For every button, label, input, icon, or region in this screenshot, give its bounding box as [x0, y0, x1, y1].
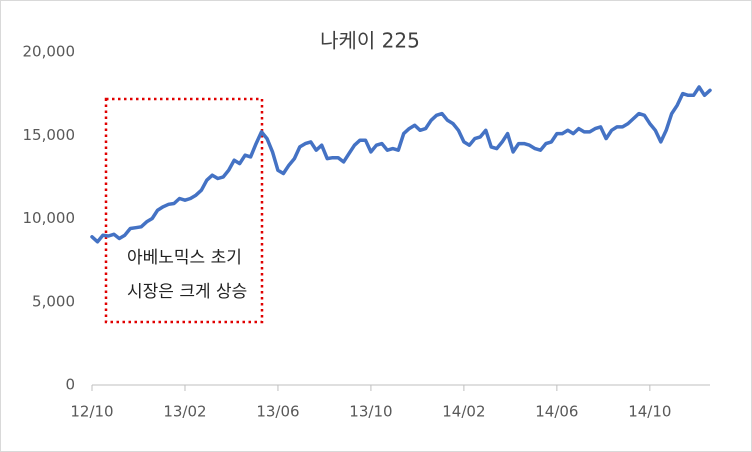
- x-tick-label: 13/02: [163, 403, 206, 421]
- y-tick-label: 0: [65, 376, 75, 394]
- chart-title: 나케이 225: [320, 29, 420, 53]
- x-tick-label: 13/06: [256, 403, 299, 421]
- y-tick-label: 20,000: [23, 43, 76, 61]
- y-tick-label: 15,000: [23, 126, 76, 144]
- x-tick-label: 14/02: [442, 403, 485, 421]
- x-tick-label: 14/10: [628, 403, 671, 421]
- x-tick-label: 14/06: [535, 403, 578, 421]
- annotation-box: [104, 97, 264, 324]
- line-series: [90, 85, 712, 244]
- annotation: 아베노믹스 초기: [127, 248, 242, 268]
- annotation: 시장은 크게 상승: [127, 282, 247, 302]
- y-tick-label: 5,000: [32, 292, 75, 310]
- x-tick-label: 12/10: [70, 403, 113, 421]
- x-tick-label: 13/10: [349, 403, 392, 421]
- y-tick-label: 10,000: [23, 209, 76, 227]
